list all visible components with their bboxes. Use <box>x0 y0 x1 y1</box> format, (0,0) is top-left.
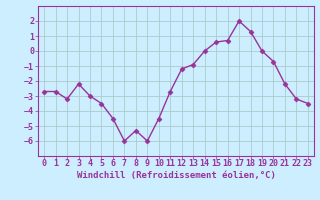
X-axis label: Windchill (Refroidissement éolien,°C): Windchill (Refroidissement éolien,°C) <box>76 171 276 180</box>
